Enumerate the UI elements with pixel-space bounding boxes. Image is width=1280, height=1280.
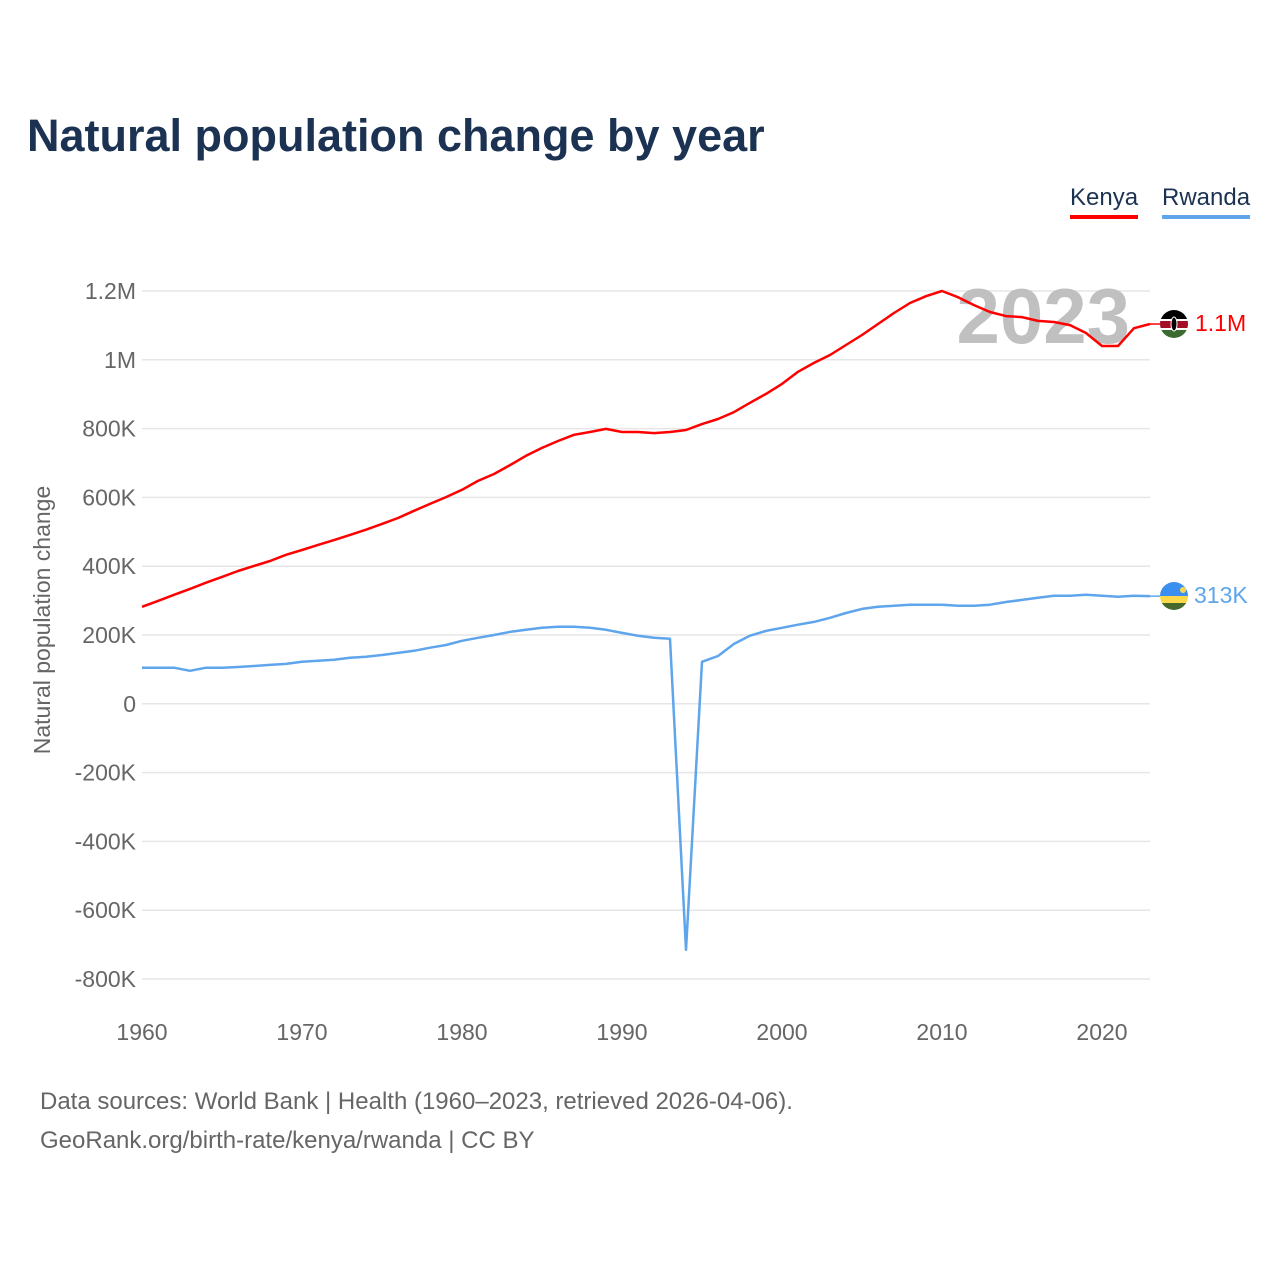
y-tick-label: 600K — [82, 484, 136, 510]
kenya-series-line — [141, 289, 1151, 608]
y-tick-label: -800K — [75, 966, 137, 992]
y-tick-label: -600K — [75, 897, 137, 923]
rwanda-series-line — [142, 593, 1151, 952]
x-tick-label: 2010 — [916, 1019, 967, 1045]
rwanda-end-label: 313K — [1194, 582, 1248, 608]
legend-rwanda[interactable]: Rwanda — [1162, 184, 1251, 219]
x-tick-label: 2020 — [1076, 1019, 1127, 1045]
x-tick-label: 1980 — [436, 1019, 487, 1045]
y-tick-label: -400K — [75, 828, 137, 854]
rwanda-flag-icon — [1160, 582, 1188, 610]
data-sources: Data sources: World Bank | Health (1960–… — [40, 1088, 793, 1115]
y-tick-label: 1M — [104, 347, 136, 373]
x-tick-label: 1990 — [596, 1019, 647, 1045]
x-tick-label: 2000 — [756, 1019, 807, 1045]
x-tick-label: 1960 — [116, 1019, 167, 1045]
y-axis-label: Natural population change — [29, 486, 55, 755]
y-tick-label: 1.2M — [85, 278, 136, 304]
y-tick-label: 800K — [82, 416, 136, 442]
kenya-end-label: 1.1M — [1195, 310, 1246, 336]
attribution-link[interactable]: GeoRank.org/birth-rate/kenya/rwanda | CC… — [40, 1127, 535, 1154]
y-tick-label: 400K — [82, 553, 136, 579]
y-tick-label: 200K — [82, 622, 136, 648]
y-tick-label: -200K — [75, 760, 137, 786]
x-tick-label: 1970 — [276, 1019, 327, 1045]
y-tick-label: 0 — [123, 691, 136, 717]
chart-title: Natural population change by year — [27, 110, 765, 161]
legend-kenya[interactable]: Kenya — [1070, 184, 1139, 219]
kenya-flag-icon — [1160, 310, 1188, 338]
